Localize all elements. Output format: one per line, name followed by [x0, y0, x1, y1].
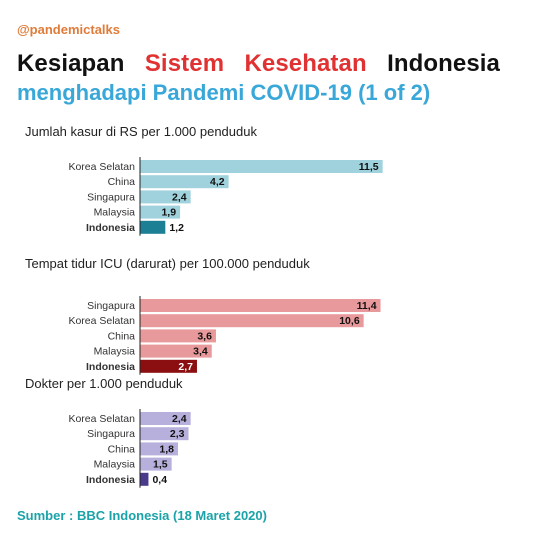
value-label: 3,6: [197, 330, 212, 342]
value-label: 1,2: [169, 222, 184, 234]
value-label: 3,4: [193, 346, 208, 358]
category-label: Singapura: [87, 191, 135, 203]
category-label: Korea Selatan: [68, 161, 135, 173]
category-label: Indonesia: [86, 222, 135, 234]
category-label: Malaysia: [94, 207, 136, 219]
title-word-kesiapan: Kesiapan: [17, 50, 125, 77]
account-handle[interactable]: @pandemictalks: [17, 22, 120, 37]
bar-singapura: [140, 427, 189, 441]
title-word-sistem: Sistem: [144, 50, 225, 77]
category-label: Singapura: [87, 300, 135, 312]
bar-china: [140, 329, 216, 343]
bar-korea-selatan: [140, 412, 191, 425]
title-word-kesehatan: Kesehatan: [244, 50, 367, 77]
source-note: Sumber : BBC Indonesia (18 Maret 2020): [17, 508, 267, 523]
value-label: 2,4: [172, 191, 187, 203]
bar-indonesia: [140, 359, 197, 373]
title-line-1: Kesiapan Sistem Kesehatan Indonesia: [17, 50, 500, 78]
bar-korea-selatan: [140, 314, 364, 328]
category-label: Malaysia: [94, 346, 136, 358]
category-label: Korea Selatan: [68, 315, 135, 327]
category-label: China: [108, 176, 136, 188]
value-label: 1,8: [159, 443, 174, 455]
value-label: 1,9: [161, 207, 176, 219]
value-label: 2,3: [170, 428, 185, 440]
value-label: 2,4: [172, 413, 187, 425]
chart-title: Jumlah kasur di RS per 1.000 penduduk: [25, 124, 257, 139]
value-label: 11,5: [359, 161, 379, 173]
category-label: Indonesia: [86, 361, 135, 373]
bar-malaysia: [140, 457, 172, 471]
chart-title: Dokter per 1.000 penduduk: [25, 376, 183, 391]
category-label: China: [108, 443, 136, 455]
title-line-2: menghadapi Pandemi COVID-19 (1 of 2): [17, 80, 431, 105]
value-label: 0,4: [152, 474, 167, 486]
category-label: Korea Selatan: [68, 413, 135, 425]
category-label: Singapura: [87, 428, 135, 440]
bar-singapura: [140, 299, 381, 312]
category-label: China: [108, 330, 136, 342]
bar-malaysia: [140, 205, 181, 219]
bar-singapura: [140, 190, 191, 204]
category-label: Malaysia: [94, 459, 136, 471]
category-label: Indonesia: [86, 474, 135, 486]
bar-china: [140, 442, 178, 456]
value-label: 4,2: [210, 176, 225, 188]
bar-indonesia: [140, 220, 166, 234]
title-word-indonesia: Indonesia: [387, 50, 500, 77]
bar-korea-selatan: [140, 160, 383, 173]
bar-indonesia: [140, 472, 149, 486]
value-label: 10,6: [339, 315, 360, 327]
bar-malaysia: [140, 344, 212, 358]
value-label: 1,5: [153, 459, 168, 471]
value-label: 2,7: [178, 361, 193, 373]
chart-title: Tempat tidur ICU (darurat) per 100.000 p…: [25, 256, 310, 271]
value-label: 11,4: [357, 300, 377, 312]
bar-china: [140, 175, 229, 189]
